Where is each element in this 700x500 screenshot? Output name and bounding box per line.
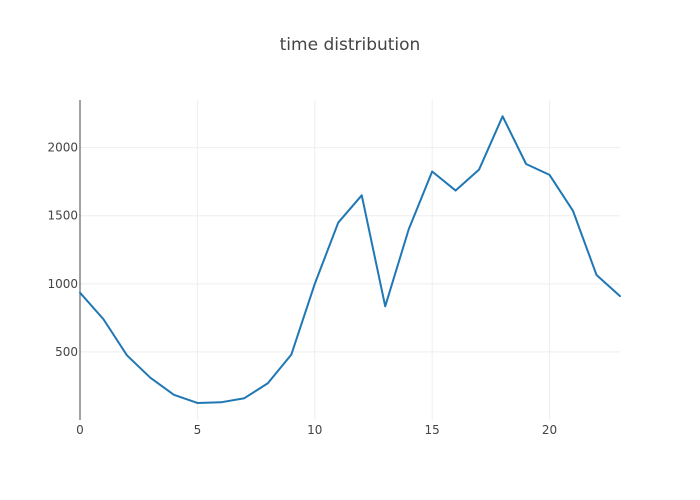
chart-title: time distribution <box>280 35 421 55</box>
grid-layer <box>80 100 620 420</box>
x-tick-label: 0 <box>76 423 84 437</box>
x-tick-label: 10 <box>307 423 322 437</box>
y-tick-label: 1500 <box>47 209 78 223</box>
series-layer <box>79 115 621 404</box>
x-tick-label: 20 <box>542 423 557 437</box>
y-tick-label: 1000 <box>47 277 78 291</box>
x-tick-label: 15 <box>425 423 440 437</box>
tick-layer: 0 5 10 15 20 500 1000 1500 2000 <box>47 141 557 437</box>
series-line <box>79 115 621 404</box>
y-tick-label: 500 <box>55 345 78 359</box>
x-tick-label: 5 <box>194 423 202 437</box>
y-tick-label: 2000 <box>47 141 78 155</box>
